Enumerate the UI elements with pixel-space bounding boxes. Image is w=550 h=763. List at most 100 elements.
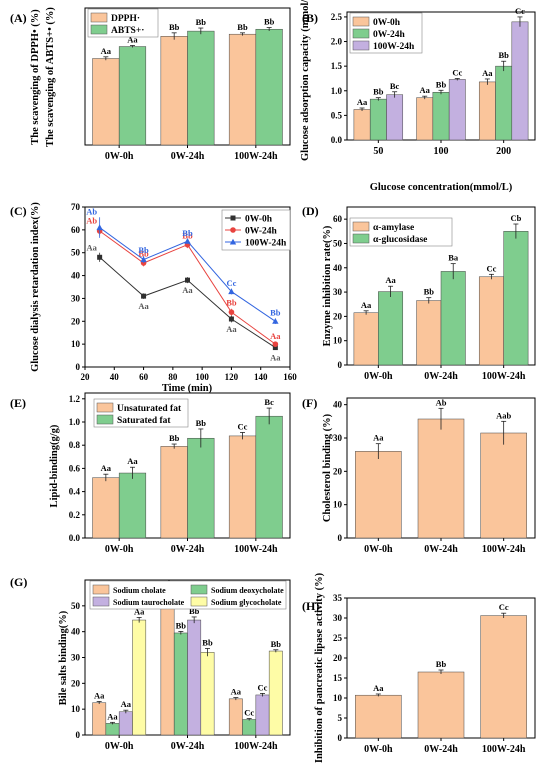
- panel-1-bar-s0-c1: [416, 97, 434, 141]
- panel-2-datalabel-s0-p1: Aa: [138, 301, 149, 311]
- panel-4-legend-label-1: Saturated fat: [117, 416, 171, 426]
- panel-4-bar-s1-c2: [255, 415, 283, 539]
- panel-2-ytick-label-3: 30: [71, 293, 81, 303]
- panel-4-ytick-label-5: 1.0: [69, 417, 81, 427]
- panel-0-bar-s0-c1: [160, 36, 188, 146]
- panel-2-legend-marker-1: [230, 227, 236, 233]
- panel-5-datalabel-s0-c0: Aa: [373, 433, 384, 443]
- panel-6-bar-s3-c0: [132, 619, 147, 736]
- panel-6-datalabel-s2-c1: Bb: [189, 606, 200, 616]
- panel-0-datalabel-s0-c0: Aa: [101, 46, 112, 56]
- panel-2-marker-s2-p0: [96, 224, 103, 231]
- panel-6-datalabel-s1-c1: Bb: [176, 620, 187, 630]
- panel-6-bar-s1-c0: [105, 723, 120, 736]
- panel-3-xtick-label-2: 100W-24h: [482, 371, 526, 382]
- panel-0-bar-s1-c0: [118, 46, 147, 146]
- panel-1-datalabel-s0-c1: Aa: [420, 85, 431, 95]
- panel-6-xtick-label-1: 0W-24h: [171, 741, 205, 752]
- panel-5-ytick-label-2: 20: [333, 466, 343, 476]
- panel-6-datalabel-s2-c0: Aa: [121, 699, 132, 709]
- panel-1-datalabel-s2-c0: Bc: [390, 81, 400, 91]
- panel-6-ytick-label-5: 50: [71, 601, 81, 611]
- panel-6-bar-s2-c2: [255, 694, 270, 736]
- panel-5-ytick-label-1: 10: [333, 500, 343, 510]
- panel-1-bar-s1-c0: [369, 98, 387, 141]
- panel-6-datalabel-s1-c2: Cc: [244, 707, 254, 717]
- panel-6-legend-label-1: Sodium deoxycholate: [211, 586, 284, 595]
- panel-3-group: 0 10 20 30 40 50 60 (D)Enzyme inhibition rate(%…: [302, 204, 536, 382]
- panel-3-legend-swatch-0: [352, 221, 370, 232]
- panel-2-ytick-label-2: 20: [71, 316, 81, 326]
- panel-7-ytick-label-0: 0: [338, 733, 343, 743]
- panel-1-bar-s2-c2: [511, 21, 529, 141]
- panel-7-ytick-label-6: 30: [333, 613, 343, 623]
- panel-2-ytick-label-7: 70: [71, 202, 81, 212]
- panel-1-legend-label-0: 0W-0h: [373, 18, 401, 28]
- panel-4-letter: (E): [10, 396, 26, 410]
- panel-3-ytick-label-5: 50: [333, 238, 343, 248]
- panel-3-legend-label-1: α-glucosidase: [373, 235, 427, 245]
- panel-6-legend-label-0: Sodium cholate: [113, 586, 166, 595]
- panel-1-xlabel: Glucose concentration(mmol/L): [370, 182, 513, 193]
- panel-0-legend-label-0: DPPH·: [111, 14, 140, 24]
- panel-1-ytick-label-0: 0.0: [331, 135, 343, 145]
- panel-1-group: 0.0 0.5 1.0 1.5 2.0 2.5 (B)Glucose adsorption …: [300, 0, 536, 193]
- panel-2-datalabel-s0-p0: Aa: [86, 242, 97, 252]
- panel-7-bar-s0-c1: [417, 671, 465, 739]
- panel-3-ytick-label-2: 20: [333, 311, 343, 321]
- panel-2-xtick-label-2: 60: [139, 372, 149, 382]
- panel-5-xtick-label-2: 100W-24h: [482, 544, 526, 555]
- panel-1-datalabel-s1-c0: Bb: [373, 87, 384, 97]
- panel-6-legend-label-3: Sodium glycocholate: [211, 598, 282, 607]
- panel-4-ytick-label-0: 0.0: [69, 533, 81, 543]
- panel-6-datalabel-s0-c2: Aa: [231, 687, 242, 697]
- panel-6-ytick-label-1: 10: [71, 704, 81, 714]
- panel-0-ylabel-0: The scavenging of DPPH• (%): [30, 9, 41, 145]
- panel-4-bar-s1-c1: [187, 437, 215, 539]
- panel-7-ytick-label-3: 15: [333, 673, 343, 683]
- panel-0-ylabel-1: The scavenging of ABTS+• (%): [45, 7, 56, 147]
- panel-1-datalabel-s1-c1: Bb: [436, 79, 447, 89]
- panel-0-xtick-label-2: 100W-24h: [234, 151, 278, 162]
- panel-1-bar-s0-c2: [478, 81, 496, 141]
- panel-0-group: (A) The scavenging of DPPH• (%) The scaven…: [10, 7, 291, 162]
- panel-5-bar-s0-c0: [355, 451, 402, 539]
- panel-2-marker-s0-p1: [141, 293, 147, 299]
- panel-6-ytick-label-2: 20: [71, 678, 81, 688]
- panel-0-datalabel-s0-c1: Bb: [169, 22, 180, 32]
- panel-2-xtick-label-0: 20: [81, 372, 91, 382]
- panel-3-letter: (D): [302, 204, 319, 218]
- panel-0-bar-s1-c2: [255, 28, 283, 146]
- panel-5-xtick-label-0: 0W-0h: [364, 544, 393, 555]
- panel-1-bar-s2-c0: [386, 94, 404, 141]
- panel-5-letter: (F): [302, 396, 317, 410]
- panel-1-datalabel-s0-c2: Aa: [482, 68, 493, 78]
- panel-3-bar-s0-c0: [353, 312, 379, 366]
- panel-3-datalabel-s0-c0: Aa: [361, 300, 372, 310]
- panel-1-datalabel-s0-c0: Aa: [357, 97, 368, 107]
- panel-2-xtick-label-1: 40: [110, 372, 120, 382]
- panel-6-legend-swatch-1: [190, 584, 208, 595]
- panel-3-bar-s1-c1: [440, 271, 466, 366]
- panel-2-datalabel-s1-p0: Ab: [86, 215, 97, 225]
- panel-4-legend-label-0: Unsaturated fat: [117, 404, 182, 414]
- panel-1-bar-s2-c1: [448, 79, 466, 141]
- panel-6-bar-s0-c2: [228, 698, 243, 736]
- panel-2-legend-label-2: 100W-24h: [245, 239, 287, 249]
- panel-5-datalabel-s0-c1: Ab: [436, 397, 447, 407]
- panel-7-letter: (H): [302, 599, 319, 613]
- panel-3-bar-s1-c0: [378, 291, 404, 366]
- panel-7-ytick-label-1: 5: [338, 713, 343, 723]
- panel-0-datalabel-s1-c0: Aa: [127, 35, 138, 45]
- panel-7-datalabel-s0-c0: Aa: [373, 683, 384, 693]
- panel-5-ytick-label-3: 30: [333, 433, 343, 443]
- panel-2-group: 0 10 20 30 40 50 60 70 (C) Glucose dialysis retar…: [10, 202, 297, 394]
- panel-6-ylabel-0: Bile salts binding(%): [58, 610, 69, 705]
- panel-4-legend-swatch-1: [96, 414, 114, 425]
- panel-4-group: 0.0 0.2 0.4 0.6 0.8 1.0 1.2 (E) Lipid-binding(g/…: [10, 392, 291, 555]
- panel-2-datalabel-s2-p0: Ab: [86, 206, 97, 216]
- panel-1-datalabel-s2-c2: Cc: [515, 6, 525, 16]
- panel-6-legend-box: [89, 580, 287, 610]
- panel-6-legend-swatch-3: [190, 596, 208, 607]
- panel-2-datalabel-s1-p3: Bb: [226, 298, 237, 308]
